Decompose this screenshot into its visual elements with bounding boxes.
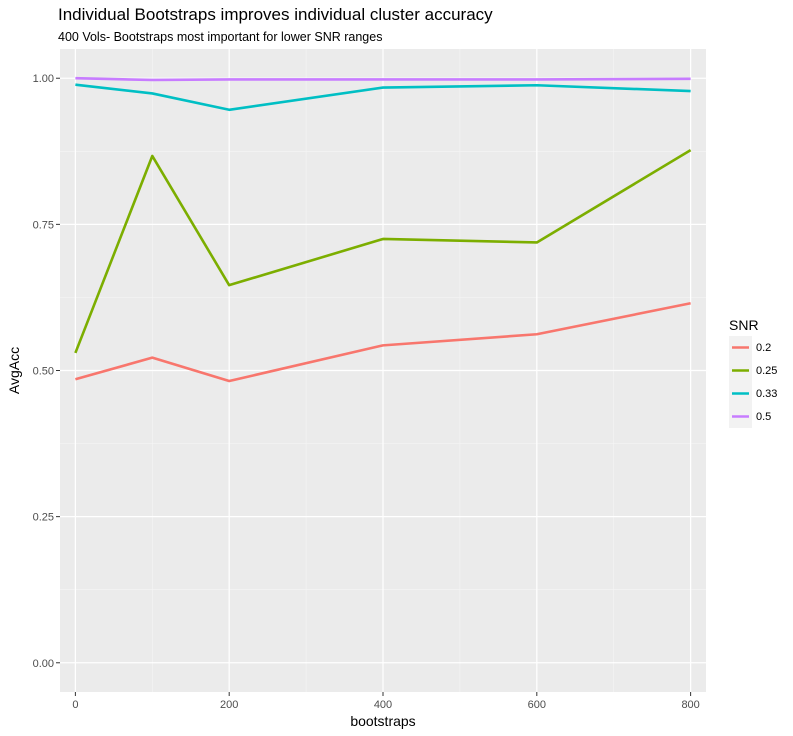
major-gridlines (60, 49, 706, 692)
legend-label: 0.33 (756, 388, 777, 400)
legend-items: 0.2 0.25 0.33 0.5 (729, 336, 777, 428)
legend-title: SNR (729, 317, 759, 333)
y-tick-label: 0.50 (33, 366, 54, 378)
series-line-snr-0-5 (75, 76, 691, 82)
x-axis: 0 200 400 600 800 (72, 692, 700, 711)
y-tick-label: 0.25 (33, 512, 54, 524)
series-line-snr-0-33 (75, 83, 691, 112)
x-tick-label: 800 (681, 699, 699, 711)
x-tick-label: 0 (72, 699, 78, 711)
x-tick-label: 400 (374, 699, 392, 711)
y-tick-label: 0.00 (33, 658, 54, 670)
series-lines (74, 76, 692, 383)
series-line-snr-0-25 (74, 149, 692, 354)
legend-label: 0.2 (756, 342, 771, 354)
x-tick-label: 200 (220, 699, 238, 711)
x-axis-title: bootstraps (350, 713, 415, 729)
series-line-snr-0-2 (75, 302, 691, 383)
y-tick-label: 1.00 (33, 73, 54, 85)
legend-label: 0.5 (756, 411, 771, 423)
legend: SNR 0.2 0.25 0.33 0.5 (729, 317, 777, 428)
y-tick-label: 0.75 (33, 219, 54, 231)
x-tick-label: 600 (528, 699, 546, 711)
chart-subtitle: 400 Vols- Bootstraps most important for … (58, 30, 383, 44)
legend-label: 0.25 (756, 365, 777, 377)
y-axis-title: AvgAcc (6, 347, 22, 394)
y-axis: 0.00 0.25 0.50 0.75 1.00 (33, 73, 60, 670)
chart-title: Individual Bootstraps improves individua… (58, 5, 493, 24)
